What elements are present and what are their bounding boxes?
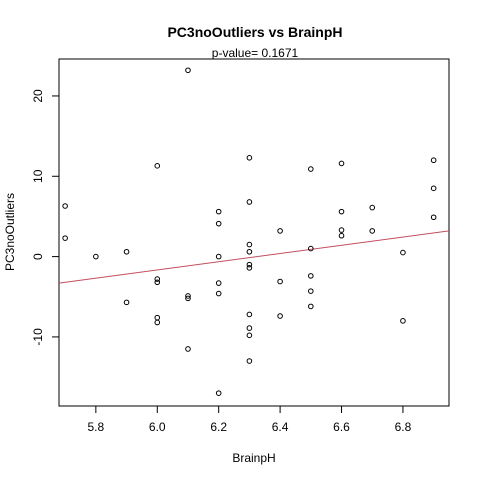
- data-point: [277, 313, 283, 319]
- data-point: [246, 154, 253, 161]
- data-point: [308, 245, 314, 252]
- data-point: [123, 299, 130, 306]
- data-point: [215, 390, 222, 396]
- data-point: [215, 220, 222, 227]
- data-point: [154, 319, 161, 326]
- regression-line-group: [58, 230, 450, 284]
- data-point: [93, 253, 99, 260]
- y-tick-label: 20: [31, 89, 45, 103]
- data-point: [246, 241, 253, 248]
- data-point: [185, 293, 191, 299]
- data-point: [246, 248, 253, 255]
- data-point: [338, 208, 345, 215]
- data-point: [154, 163, 161, 169]
- data-point: [338, 232, 345, 239]
- x-axis-label: BrainpH: [232, 451, 275, 465]
- data-point: [277, 228, 283, 234]
- data-point: [308, 273, 314, 279]
- data-point: [215, 290, 222, 297]
- y-tick-label: -10: [31, 328, 45, 346]
- data-point: [154, 279, 161, 286]
- data-point: [308, 288, 314, 294]
- data-point: [338, 227, 345, 233]
- data-point: [215, 253, 222, 260]
- data-point: [430, 157, 437, 164]
- data-point: [308, 166, 314, 172]
- data-point: [185, 67, 191, 74]
- x-tick-label: 6.4: [272, 420, 289, 434]
- data-point: [277, 278, 283, 285]
- chart-title: PC3noOutliers vs BrainpH: [167, 24, 342, 40]
- data-point: [154, 276, 161, 282]
- data-point: [123, 248, 130, 255]
- x-tick-label: 6.6: [333, 420, 350, 434]
- x-axis: 5.8 6.0 6.2 6.4 6.6 6.8: [88, 405, 412, 434]
- y-tick-label: 0: [31, 253, 45, 260]
- data-point: [369, 228, 376, 234]
- data-point: [338, 160, 345, 167]
- x-tick-label: 6.0: [149, 420, 166, 434]
- y-axis-label: PC3noOutliers: [3, 193, 17, 271]
- x-tick-label: 5.8: [88, 420, 105, 434]
- y-axis: -10 0 10 20: [31, 89, 60, 346]
- data-point: [185, 295, 191, 302]
- data-point: [400, 249, 406, 256]
- chart-subtitle: p-value= 0.1671: [212, 46, 299, 60]
- data-point: [430, 214, 437, 221]
- data-points: [62, 67, 437, 396]
- data-point: [246, 311, 253, 318]
- data-point: [185, 346, 191, 352]
- x-tick-label: 6.8: [395, 420, 412, 434]
- data-point: [246, 332, 253, 339]
- y-tick-label: 10: [31, 169, 45, 183]
- data-point: [62, 235, 68, 241]
- x-tick-label: 6.2: [210, 420, 227, 434]
- data-point: [62, 203, 68, 209]
- data-point: [246, 261, 253, 268]
- data-point: [400, 318, 406, 324]
- plot-area-frame: [58, 58, 450, 407]
- data-point: [246, 199, 253, 205]
- regression-line: [58, 230, 450, 284]
- data-point: [369, 204, 376, 211]
- data-point: [154, 314, 161, 321]
- data-point: [246, 265, 253, 271]
- data-point: [430, 185, 437, 192]
- data-point: [246, 325, 253, 331]
- data-point: [215, 208, 222, 215]
- data-point: [246, 358, 253, 364]
- data-point: [215, 280, 222, 286]
- data-point: [308, 303, 314, 310]
